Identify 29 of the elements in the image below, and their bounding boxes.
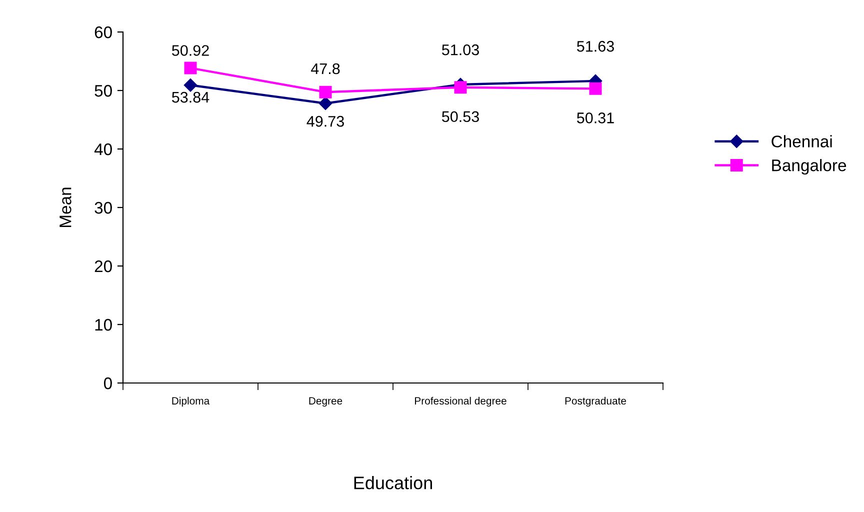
data-label: 50.92 <box>172 45 209 56</box>
x-axis-title: Education <box>354 476 432 490</box>
y-tick-label: 10 <box>95 318 112 331</box>
x-tick-label: Postgraduate <box>565 396 626 407</box>
y-tick-label: 30 <box>94 202 112 214</box>
y-tick-label: 60 <box>94 26 112 38</box>
y-axis-title: Mean <box>60 188 72 227</box>
point <box>184 62 197 74</box>
legend-label: Chennai <box>772 135 832 148</box>
point <box>319 86 332 98</box>
y-tick-label: 0 <box>104 377 112 390</box>
data-label: 50.53 <box>442 111 479 122</box>
data-label: 51.63 <box>576 40 614 52</box>
data-label: 50.31 <box>576 112 614 124</box>
point <box>318 96 332 110</box>
data-label: 47.8 <box>310 63 340 74</box>
data-label: 49.73 <box>306 116 344 127</box>
x-tick-label: Professional degree <box>415 396 506 407</box>
point <box>589 82 602 95</box>
y-tick-label: 20 <box>94 260 112 272</box>
data-label: 51.03 <box>442 44 479 56</box>
x-tick-label: Degree <box>309 397 342 407</box>
y-tick-label: 50 <box>94 84 112 97</box>
x-tick-label: Diploma <box>172 396 210 407</box>
y-tick-label: 40 <box>94 143 112 156</box>
point <box>454 81 467 94</box>
point <box>184 78 198 92</box>
data-label: 53.84 <box>172 92 210 103</box>
legend-label: Bangalore <box>772 159 846 175</box>
